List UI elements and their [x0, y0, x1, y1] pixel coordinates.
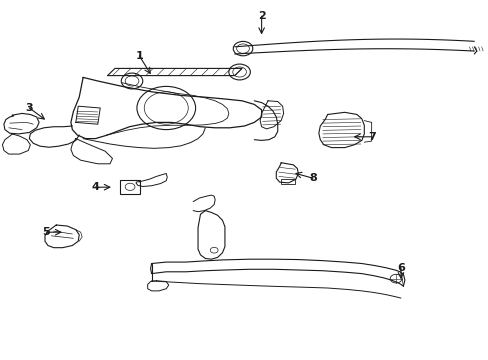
Text: 6: 6	[396, 263, 404, 273]
Text: 1: 1	[135, 51, 143, 61]
Text: 3: 3	[25, 103, 33, 113]
Bar	[281, 179, 294, 184]
Text: 5: 5	[42, 227, 50, 237]
Text: 8: 8	[308, 173, 316, 183]
Text: 7: 7	[367, 132, 375, 142]
Text: 2: 2	[257, 11, 265, 21]
Text: 4: 4	[91, 182, 99, 192]
Bar	[120, 180, 140, 194]
